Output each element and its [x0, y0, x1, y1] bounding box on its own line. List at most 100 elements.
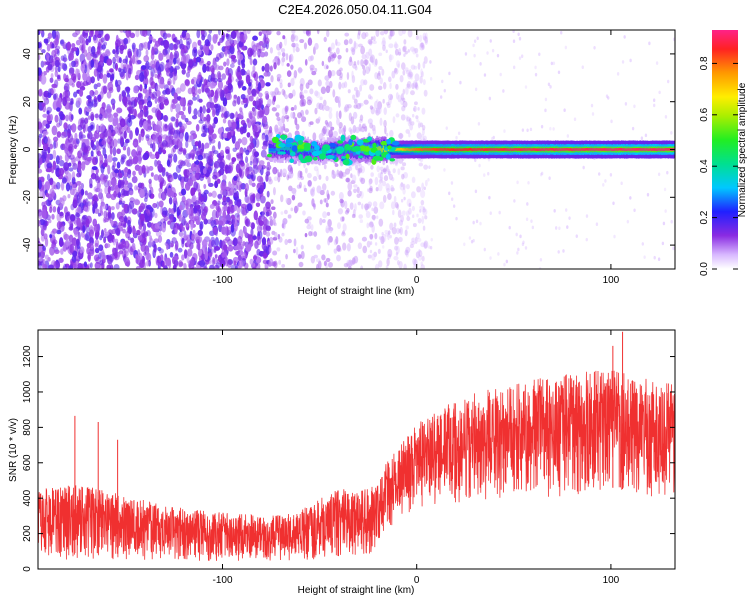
- heatmap-noise-cell: [144, 83, 148, 90]
- heatmap-noise-cell: [336, 254, 341, 262]
- heatmap-noise-cell: [273, 260, 278, 269]
- heatmap-noise-cell: [503, 129, 506, 133]
- heatmap-noise-cell: [138, 205, 143, 213]
- heatmap-noise-cell: [136, 59, 142, 65]
- heatmap-noise-cell: [73, 263, 78, 269]
- heatmap-noise-cell: [236, 180, 243, 191]
- heatmap-noise-cell: [55, 155, 60, 165]
- heatmap-noise-cell: [648, 41, 651, 46]
- heatmap-noise-cell: [142, 154, 148, 161]
- heatmap-noise-cell: [248, 110, 254, 120]
- heatmap-noise-cell: [297, 202, 303, 208]
- heatmap-noise-cell: [118, 93, 122, 102]
- heatmap-noise-cell: [197, 39, 202, 46]
- heatmap-noise-cell: [233, 204, 238, 212]
- heatmap-noise-cell: [226, 131, 232, 140]
- heatmap-noise-cell: [395, 252, 399, 256]
- heatmap-noise-cell: [121, 248, 127, 259]
- heatmap-noise-cell: [429, 77, 433, 81]
- heatmap-noise-cell: [249, 79, 253, 84]
- heatmap-noise-cell: [170, 116, 176, 122]
- heatmap-noise-cell: [145, 250, 150, 261]
- heatmap-noise-cell: [478, 163, 481, 168]
- heatmap-noise-cell: [396, 60, 401, 68]
- heatmap-noise-cell: [146, 230, 151, 237]
- heatmap-noise-cell: [111, 157, 118, 162]
- heatmap-noise-cell: [516, 180, 519, 185]
- heatmap-noise-cell: [424, 215, 428, 220]
- heatmap-noise-cell: [193, 108, 198, 117]
- heatmap-noise-cell: [450, 197, 454, 202]
- heatmap-noise-cell: [120, 62, 124, 70]
- heatmap-noise-cell: [295, 47, 300, 53]
- heatmap-noise-cell: [93, 223, 100, 233]
- heatmap-noise-cell: [255, 96, 260, 106]
- heatmap-noise-cell: [76, 81, 82, 89]
- heatmap-noise-cell: [59, 111, 65, 120]
- heatmap-noise-cell: [56, 49, 60, 56]
- heatmap-noise-cell: [116, 79, 122, 86]
- heatmap-noise-cell: [84, 201, 89, 207]
- heatmap-noise-cell: [44, 254, 49, 260]
- heatmap-noise-cell: [389, 234, 392, 239]
- heatmap-noise-cell: [512, 39, 516, 44]
- heatmap-noise-cell: [43, 219, 48, 226]
- heatmap-noise-cell: [409, 46, 416, 52]
- heatmap-noise-cell: [335, 110, 339, 120]
- heatmap-noise-cell: [177, 148, 183, 155]
- heatmap-noise-cell: [67, 123, 72, 134]
- heatmap-noise-cell: [357, 167, 361, 177]
- heatmap-noise-cell: [406, 216, 411, 222]
- heatmap-noise-cell: [175, 118, 179, 128]
- heatmap-noise-cell: [207, 74, 212, 83]
- heatmap-noise-cell: [474, 189, 478, 194]
- heatmap-noise-cell: [42, 131, 49, 136]
- heatmap-noise-cell: [181, 188, 187, 196]
- heatmap-noise-cell: [419, 34, 423, 43]
- heatmap-noise-cell: [249, 135, 254, 143]
- heatmap-noise-cell: [71, 123, 77, 133]
- heatmap-noise-cell: [237, 138, 242, 144]
- heatmap-noise-cell: [360, 265, 364, 269]
- heatmap-noise-cell: [326, 65, 329, 70]
- heatmap-noise-cell: [67, 133, 74, 143]
- heatmap-noise-cell: [397, 168, 401, 176]
- heatmap-noise-cell: [524, 246, 528, 250]
- heatmap-noise-cell: [346, 243, 351, 252]
- heatmap-noise-cell: [223, 61, 227, 67]
- heatmap-noise-cell: [139, 259, 145, 268]
- heatmap-noise-cell: [58, 221, 63, 228]
- heatmap-noise-cell: [192, 92, 196, 98]
- heatmap-noise-cell: [82, 225, 86, 234]
- heatmap-noise-cell: [348, 237, 354, 244]
- heatmap-noise-cell: [66, 41, 72, 51]
- heatmap-noise-cell: [337, 58, 341, 65]
- heatmap-noise-cell: [305, 109, 309, 115]
- heatmap-noise-cell: [256, 262, 261, 269]
- heatmap-noise-cell: [411, 205, 415, 212]
- heatmap-noise-cell: [200, 112, 204, 119]
- heatmap-noise-cell: [353, 184, 358, 188]
- heatmap-noise-cell: [236, 155, 242, 161]
- heatmap-noise-cell: [420, 199, 425, 206]
- heatmap-noise-cell: [132, 138, 139, 148]
- heatmap-noise-cell: [38, 137, 42, 148]
- heatmap-noise-cell: [252, 193, 256, 199]
- heatmap-noise-cell: [227, 244, 234, 252]
- heatmap-noise-cell: [422, 32, 427, 41]
- heatmap-noise-cell: [94, 89, 99, 96]
- heatmap-noise-cell: [154, 212, 158, 219]
- heatmap-noise-cell: [249, 141, 255, 150]
- heatmap-noise-cell: [287, 214, 292, 219]
- heatmap-noise-cell: [77, 124, 81, 131]
- heatmap-noise-cell: [553, 209, 556, 213]
- heatmap-noise-cell: [411, 113, 415, 118]
- heatmap-noise-cell: [102, 85, 108, 94]
- heatmap-noise-cell: [237, 74, 242, 81]
- heatmap-noise-cell: [373, 206, 379, 214]
- heatmap-noise-cell: [158, 52, 164, 61]
- heatmap-noise-cell: [96, 45, 101, 55]
- heatmap-noise-cell: [94, 208, 100, 214]
- heatmap-noise-cell: [95, 155, 99, 165]
- heatmap-noise-cell: [181, 68, 186, 75]
